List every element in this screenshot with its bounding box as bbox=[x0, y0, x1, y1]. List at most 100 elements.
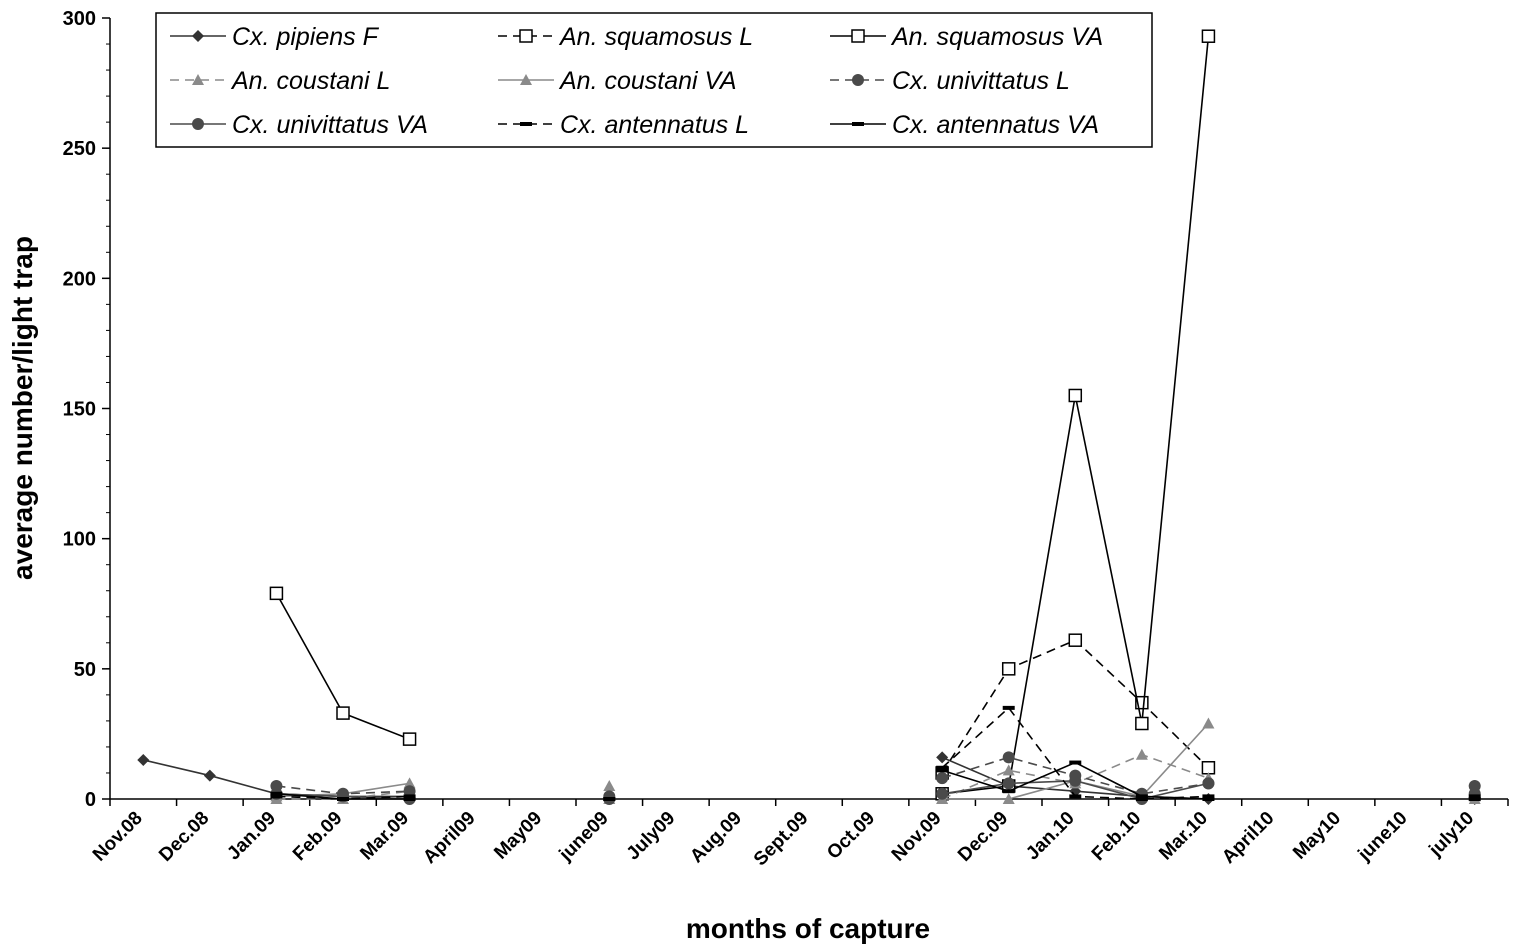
data-point bbox=[269, 586, 284, 601]
data-point bbox=[603, 779, 616, 791]
data-point bbox=[1202, 794, 1215, 799]
series-2 bbox=[935, 633, 1216, 780]
data-point bbox=[1002, 705, 1015, 710]
series-layer bbox=[137, 29, 1481, 805]
data-point bbox=[336, 706, 350, 720]
series-9 bbox=[270, 760, 1481, 801]
x-tick-label: Sept.09 bbox=[750, 808, 813, 871]
x-tick-label: june09 bbox=[555, 808, 613, 866]
legend-marker bbox=[520, 74, 532, 85]
x-tick-label: May10 bbox=[1289, 808, 1345, 864]
data-point bbox=[603, 797, 616, 801]
legend-marker bbox=[851, 29, 865, 43]
data-point bbox=[1002, 751, 1015, 764]
data-point bbox=[936, 787, 949, 800]
data-point bbox=[936, 768, 949, 773]
data-point bbox=[1135, 716, 1149, 731]
data-point bbox=[1069, 794, 1082, 799]
x-tick-label: Mar.09 bbox=[356, 808, 413, 865]
y-axis-title: average number/light trap bbox=[7, 236, 38, 580]
legend-label: Cx. antennatus L bbox=[560, 111, 749, 139]
data-point bbox=[1201, 29, 1216, 43]
legend-label: Cx. pipiens F bbox=[232, 23, 380, 51]
legend-item: An. squamosus VA bbox=[830, 23, 1103, 51]
legend-label: An. squamosus L bbox=[558, 23, 753, 51]
data-point bbox=[1135, 797, 1148, 801]
data-point bbox=[936, 765, 949, 770]
data-point bbox=[1002, 789, 1015, 794]
legend-box bbox=[155, 12, 1153, 148]
data-point bbox=[270, 791, 283, 796]
legend-label: Cx. antennatus VA bbox=[892, 111, 1099, 139]
data-point bbox=[403, 794, 416, 799]
series-6 bbox=[270, 751, 1481, 803]
data-point bbox=[337, 797, 349, 801]
x-tick-label: Oct.09 bbox=[823, 808, 879, 864]
data-point bbox=[1068, 388, 1083, 403]
data-point bbox=[1002, 764, 1015, 776]
data-point bbox=[1002, 793, 1015, 804]
x-tick-label: Dec.08 bbox=[155, 808, 213, 866]
data-point bbox=[403, 777, 416, 789]
data-point bbox=[1135, 748, 1148, 760]
legend-label: Cx. univittatus VA bbox=[232, 111, 428, 139]
x-tick-label: june10 bbox=[1354, 808, 1412, 866]
legend-label: An. squamosus VA bbox=[890, 23, 1103, 51]
legend-item: Cx. antennatus L bbox=[498, 111, 749, 139]
legend-item: An. coustani VA bbox=[498, 67, 737, 95]
x-tick-label: Mar.10 bbox=[1155, 808, 1212, 865]
data-point bbox=[1001, 662, 1016, 676]
data-point bbox=[1069, 774, 1082, 787]
data-point bbox=[1468, 797, 1481, 801]
x-axis-title: months of capture bbox=[686, 913, 930, 944]
data-point bbox=[1068, 633, 1083, 647]
legend-marker bbox=[852, 74, 864, 86]
legend-label: An. coustani VA bbox=[558, 67, 737, 95]
y-tick-label: 250 bbox=[63, 138, 96, 160]
data-point bbox=[137, 753, 150, 766]
data-point bbox=[1468, 794, 1481, 799]
x-tick-label: May09 bbox=[490, 808, 546, 864]
series-5 bbox=[270, 717, 1481, 804]
data-point bbox=[1002, 777, 1015, 790]
data-point bbox=[1135, 794, 1148, 799]
x-tick-label: july10 bbox=[1425, 808, 1479, 862]
x-tick-label: April10 bbox=[1218, 808, 1278, 868]
x-tick-label: Dec.09 bbox=[954, 808, 1012, 866]
x-tick-label: Feb.09 bbox=[289, 808, 346, 865]
x-tick-label: Jan.10 bbox=[1022, 808, 1079, 865]
legend-marker bbox=[520, 122, 532, 126]
series-line bbox=[941, 639, 1209, 774]
data-point bbox=[936, 772, 949, 785]
legend-item: Cx. univittatus VA bbox=[170, 111, 428, 139]
legend-marker bbox=[192, 118, 204, 130]
legend-marker bbox=[192, 30, 204, 42]
x-tick-label: Jan.09 bbox=[223, 808, 280, 865]
data-point bbox=[1202, 717, 1215, 729]
x-tick-label: Nov.08 bbox=[89, 808, 147, 866]
series-4 bbox=[270, 748, 1481, 804]
data-point bbox=[1202, 777, 1215, 790]
legend: Cx. pipiens F An. squamosus L An. squamosu… bbox=[155, 12, 1153, 148]
data-point bbox=[1201, 761, 1216, 775]
data-point bbox=[402, 732, 417, 746]
legend-label: An. coustani L bbox=[230, 67, 390, 95]
x-tick-label: July09 bbox=[623, 808, 680, 865]
y-tick-label: 0 bbox=[85, 789, 96, 811]
series-line bbox=[942, 36, 1210, 795]
x-tick-label: Feb.10 bbox=[1088, 808, 1145, 865]
data-point bbox=[403, 797, 416, 801]
series-8 bbox=[270, 705, 1481, 801]
data-point bbox=[270, 794, 283, 799]
legend-item: An. coustani L bbox=[170, 67, 390, 95]
x-tick-label: Aug.09 bbox=[686, 808, 746, 868]
legend-item: Cx. pipiens F bbox=[170, 23, 380, 51]
legend-marker bbox=[519, 29, 533, 43]
y-tick-label: 100 bbox=[63, 529, 96, 551]
legend-marker bbox=[192, 74, 204, 85]
legend-item: Cx. antennatus VA bbox=[830, 111, 1099, 139]
x-tick-label: April09 bbox=[419, 808, 479, 868]
data-point bbox=[936, 751, 949, 764]
y-tick-label: 150 bbox=[63, 399, 96, 421]
